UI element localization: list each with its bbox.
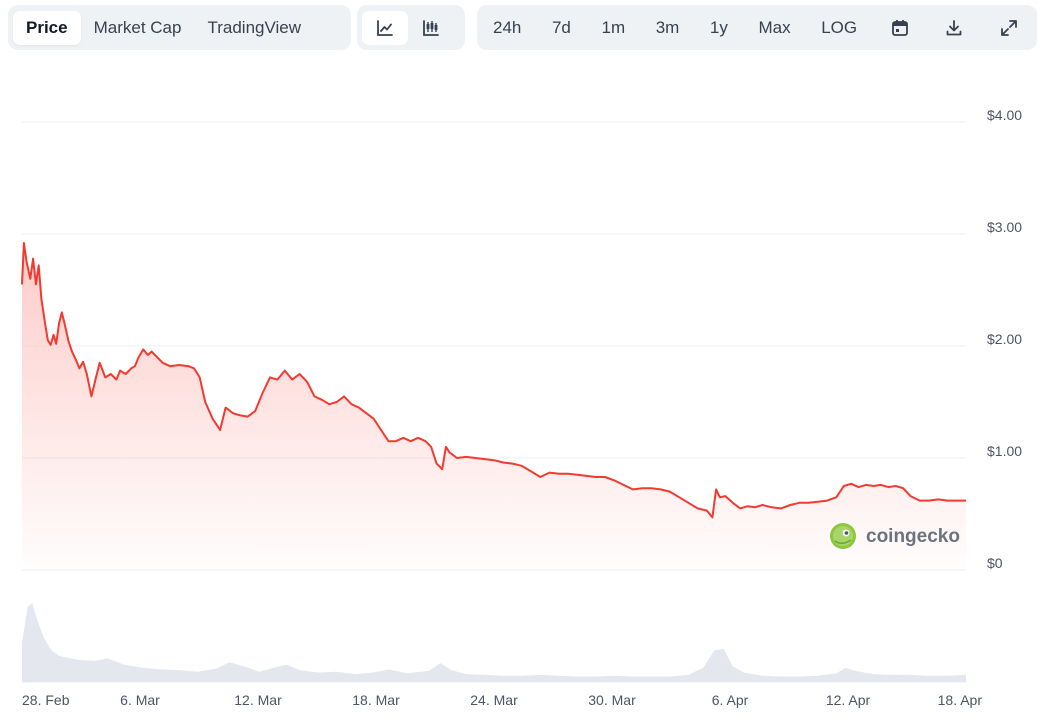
- volume-area: [22, 603, 966, 682]
- candlestick-button[interactable]: [408, 11, 454, 45]
- range-1y[interactable]: 1y: [709, 17, 728, 37]
- y-tick-label: $2.00: [987, 331, 1022, 347]
- download-button[interactable]: [934, 11, 974, 45]
- x-tick-label: 28. Feb: [22, 692, 70, 708]
- price-area: [21, 242, 966, 570]
- x-tick-label: 18. Mar: [352, 692, 400, 708]
- x-tick-label: 6. Mar: [120, 692, 160, 708]
- x-tick-label: 30. Mar: [588, 692, 636, 708]
- range-1m[interactable]: 1m: [601, 17, 626, 37]
- tab-market-cap[interactable]: Market Cap: [93, 17, 182, 37]
- y-tick-label: $1.00: [987, 443, 1022, 459]
- calendar-button[interactable]: [880, 11, 920, 45]
- x-tick-label: 24. Mar: [470, 692, 518, 708]
- range-7d[interactable]: 7d: [551, 17, 571, 37]
- watermark-text: coingecko: [866, 526, 960, 547]
- x-tick-label: 18. Apr: [938, 692, 983, 708]
- time-range-controls: 24h 7d 1m 3m 1y Max LOG: [477, 5, 1037, 50]
- tab-tradingview[interactable]: TradingView: [207, 17, 302, 37]
- x-tick-label: 12. Apr: [826, 692, 871, 708]
- x-tick-label: 12. Mar: [234, 692, 282, 708]
- fullscreen-button[interactable]: [989, 11, 1029, 45]
- y-axis-labels: $4.00 $3.00 $2.00 $1.00 $0: [987, 107, 1022, 571]
- y-tick-label: $4.00: [987, 107, 1022, 123]
- price-line: [21, 242, 966, 519]
- volume-fill: [22, 603, 966, 682]
- y-tick-label: $0: [987, 555, 1003, 571]
- range-max[interactable]: Max: [758, 17, 791, 37]
- line-chart-button[interactable]: [362, 10, 408, 45]
- coingecko-logo-icon: [830, 523, 856, 549]
- candlestick-icon: [423, 19, 439, 36]
- x-axis-labels: 28. Feb 6. Mar 12. Mar 18. Mar 24. Mar 30. Ma…: [22, 692, 982, 708]
- data-type-tabs: Price Market Cap TradingView: [8, 5, 351, 50]
- line-chart-icon: [377, 19, 393, 36]
- chart-toolbar: Price Market Cap TradingView 24h 7d 1m: [0, 5, 1037, 50]
- log-scale-toggle[interactable]: LOG: [821, 17, 858, 37]
- range-24h[interactable]: 24h: [493, 17, 522, 37]
- x-tick-label: 6. Apr: [712, 692, 749, 708]
- expand-icon: [1000, 19, 1017, 36]
- price-area-fill: [22, 243, 966, 570]
- coingecko-watermark: coingecko: [830, 523, 960, 549]
- y-tick-label: $3.00: [987, 219, 1022, 235]
- download-icon: [946, 19, 962, 35]
- chart-type-toggle: [357, 5, 465, 50]
- calendar-icon: [891, 19, 908, 36]
- tab-price[interactable]: Price: [13, 10, 81, 45]
- range-3m[interactable]: 3m: [655, 17, 680, 37]
